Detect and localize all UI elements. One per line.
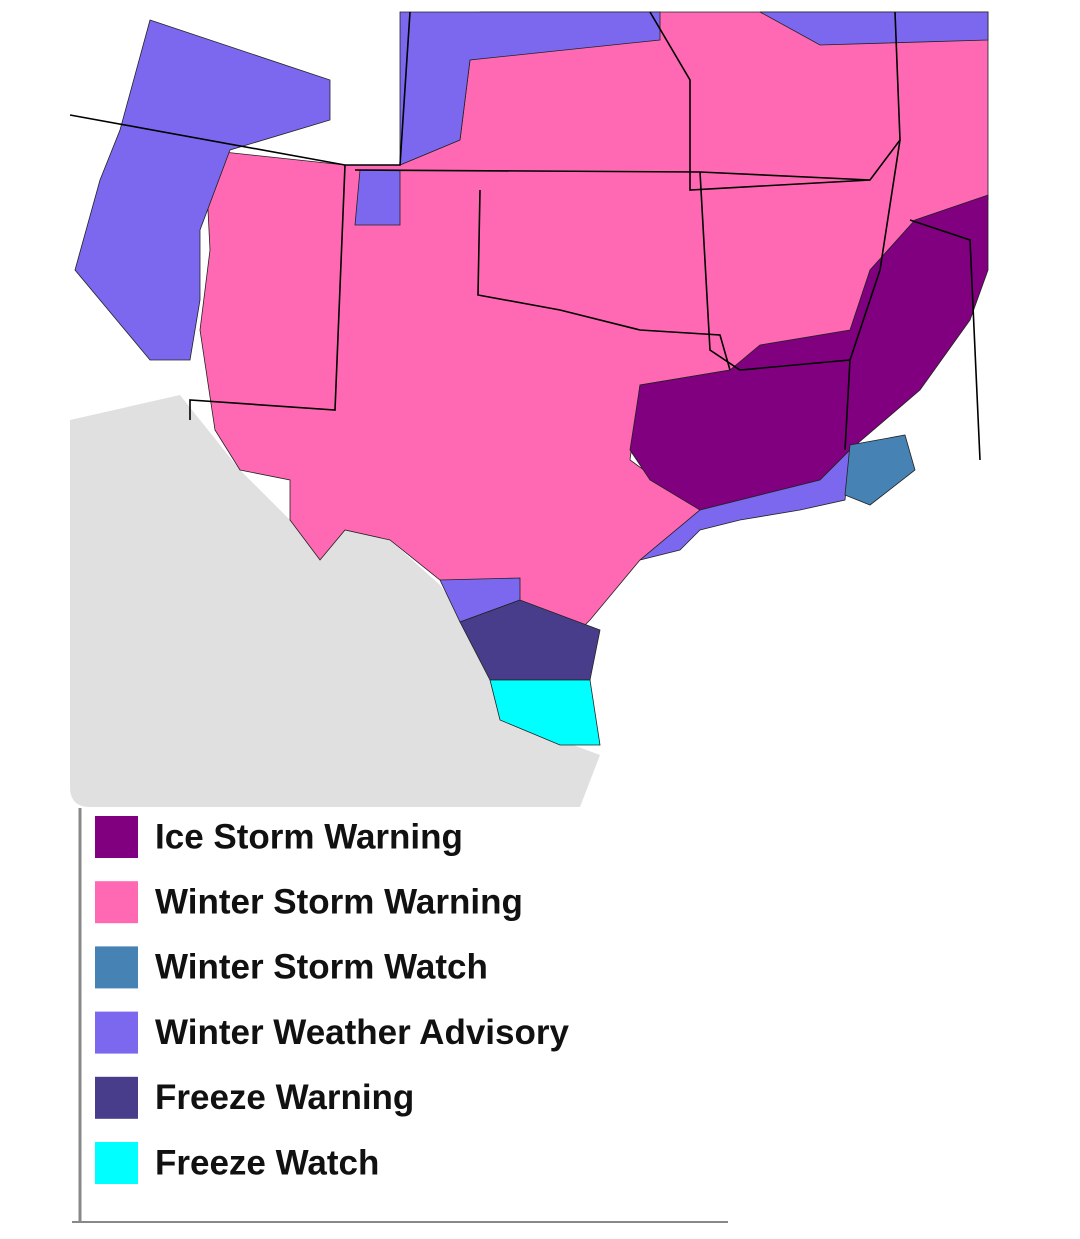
map: [69, 11, 989, 807]
legend-label: Winter Storm Watch: [155, 948, 488, 987]
gulf-mexico-area: [70, 395, 600, 807]
state-border: [69, 11, 411, 166]
legend: Ice Storm Warning Winter Storm Warning Win…: [72, 808, 728, 1223]
state-border: [849, 139, 901, 361]
ice-storm-warning-area: [629, 194, 989, 511]
freeze-watch-area: [489, 679, 601, 746]
legend-swatch: [95, 1011, 138, 1054]
legend-swatch: [95, 881, 138, 924]
advisory-area-west: [74, 19, 331, 361]
state-border: [649, 11, 901, 191]
legend-swatch: [95, 946, 138, 989]
legend-label: Freeze Warning: [155, 1078, 414, 1117]
legend-label: Winter Storm Warning: [155, 882, 523, 921]
legend-swatch: [95, 816, 138, 858]
advisory-area-colorado: [354, 169, 401, 226]
legend-label: Ice Storm Warning: [155, 817, 463, 856]
legend-swatch: [95, 1076, 138, 1119]
legend-swatch: [95, 1142, 138, 1184]
legend-label: Winter Weather Advisory: [155, 1013, 569, 1052]
state-border: [477, 189, 731, 371]
state-border: [909, 219, 981, 461]
legend-items: Ice Storm Warning Winter Storm Warning Win…: [95, 816, 569, 1184]
state-border: [189, 164, 346, 420]
advisory-area-coast: [639, 448, 851, 561]
legend-label: Freeze Watch: [155, 1143, 379, 1182]
winter-storm-watch-area: [844, 434, 916, 506]
freeze-warning-area: [459, 599, 601, 681]
advisory-area-northeast: [759, 11, 989, 46]
state-border: [699, 171, 851, 451]
